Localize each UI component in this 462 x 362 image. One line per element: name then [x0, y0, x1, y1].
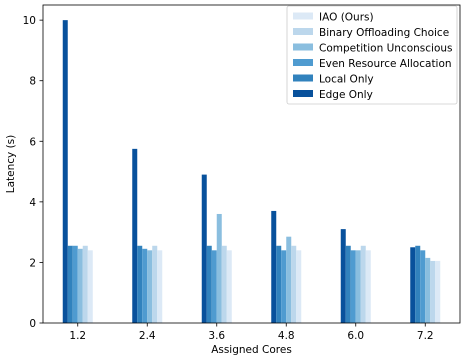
bar-competition-unconscious-3-6	[216, 213, 222, 323]
x-tick-label: 6.0	[347, 330, 364, 342]
bar-edge-only-2-4	[132, 148, 138, 323]
bar-competition-unconscious-4-8	[286, 236, 292, 323]
x-axis-label: Assigned Cores	[211, 344, 292, 356]
legend-label-binary-offloading-choice: Binary Offloading Choice	[319, 27, 449, 39]
x-tick-label: 3.6	[208, 330, 225, 342]
bar-competition-unconscious-7-2	[425, 257, 431, 323]
legend-box	[286, 5, 458, 105]
bar-even-resource-allocation-3-6	[211, 250, 217, 323]
bar-edge-only-1-2	[62, 20, 68, 324]
x-tick-label: 2.4	[139, 330, 156, 342]
legend-label-competition-unconscious: Competition Unconscious	[319, 43, 453, 55]
y-axis-ticks: 0 2 4 6 8 10	[23, 15, 43, 330]
legend-label-even-resource-allocation: Even Resource Allocation	[319, 58, 452, 70]
bar-local-only-6-0	[345, 245, 351, 323]
legend-swatch-binary-offloading-choice	[293, 28, 313, 35]
bar-iao-ours-3-6	[226, 250, 232, 323]
bar-binary-offloading-choice-3-6	[221, 245, 227, 323]
bar-iao-ours-7-2	[435, 260, 441, 323]
legend-swatch-even-resource-allocation	[293, 59, 313, 66]
y-tick-label: 4	[29, 197, 36, 209]
bar-competition-unconscious-2-4	[147, 250, 153, 323]
legend-label-iao-ours: IAO (Ours)	[319, 12, 374, 24]
y-axis-label: Latency (s)	[5, 135, 17, 194]
bar-even-resource-allocation-2-4	[142, 248, 148, 323]
legend-swatch-iao-ours	[293, 12, 313, 20]
bars-group	[62, 20, 441, 324]
bar-binary-offloading-choice-2-4	[152, 245, 158, 323]
bar-iao-ours-2-4	[157, 250, 163, 323]
legend-label-edge-only: Edge Only	[319, 89, 373, 101]
bar-edge-only-6-0	[340, 229, 346, 323]
y-tick-label: 2	[29, 257, 36, 269]
bar-iao-ours-4-8	[296, 250, 302, 323]
bar-iao-ours-1-2	[87, 250, 93, 323]
y-tick-label: 8	[29, 76, 36, 88]
bar-even-resource-allocation-1-2	[72, 245, 78, 323]
bar-local-only-4-8	[276, 245, 282, 323]
bar-binary-offloading-choice-1-2	[82, 245, 88, 323]
legend-swatch-local-only	[293, 74, 313, 82]
bar-competition-unconscious-1-2	[77, 248, 83, 323]
y-tick-label: 10	[23, 15, 36, 27]
bar-local-only-2-4	[137, 245, 143, 323]
legend-label-local-only: Local Only	[319, 74, 374, 86]
legend-swatch-competition-unconscious	[293, 43, 313, 51]
bar-binary-offloading-choice-7-2	[430, 260, 436, 323]
bar-even-resource-allocation-4-8	[281, 250, 287, 323]
x-axis-ticks: 1.2 2.4 3.6 4.8 6.0 7.2	[69, 323, 434, 342]
x-tick-label: 4.8	[278, 330, 295, 342]
legend-swatch-edge-only	[293, 90, 313, 97]
bar-edge-only-7-2	[410, 247, 416, 323]
bar-competition-unconscious-6-0	[355, 250, 361, 323]
plot-frame	[42, 4, 461, 324]
bar-local-only-1-2	[67, 245, 73, 323]
x-tick-label: 7.2	[417, 330, 434, 342]
legend: IAO (Ours) Binary Offloading Choice Compet…	[286, 5, 458, 105]
bar-edge-only-4-8	[271, 210, 277, 323]
bar-binary-offloading-choice-6-0	[360, 245, 366, 323]
bar-iao-ours-6-0	[365, 250, 371, 323]
y-tick-label: 0	[29, 318, 36, 330]
bar-edge-only-3-6	[201, 174, 207, 323]
x-tick-label: 1.2	[69, 330, 86, 342]
bar-local-only-7-2	[415, 245, 421, 323]
y-tick-label: 6	[29, 136, 36, 148]
bar-binary-offloading-choice-4-8	[291, 245, 297, 323]
bar-even-resource-allocation-6-0	[350, 250, 356, 323]
bar-even-resource-allocation-7-2	[420, 250, 426, 323]
bar-local-only-3-6	[206, 245, 212, 323]
